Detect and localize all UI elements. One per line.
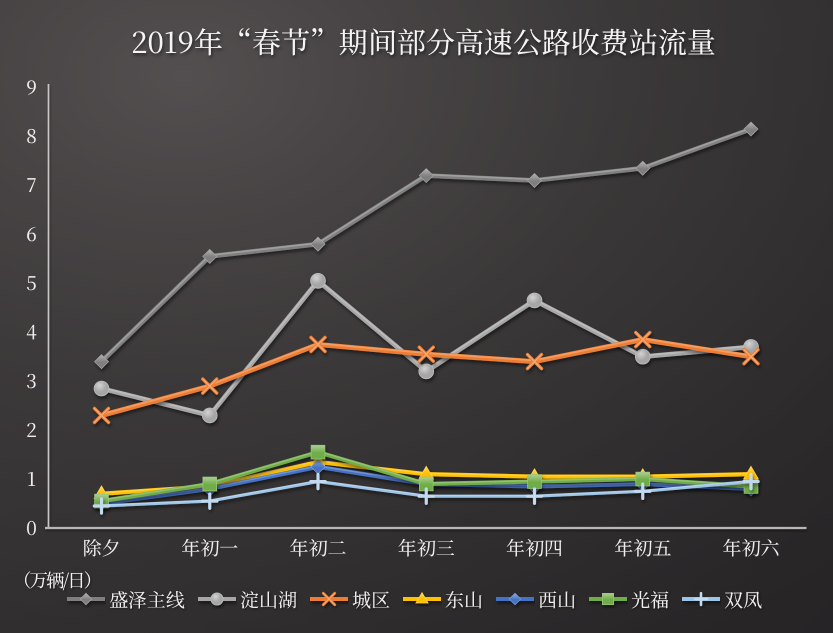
legend-label: 西山 <box>538 585 577 613</box>
legend-marker-plus <box>682 591 721 607</box>
legend-marker-diamond <box>67 592 105 606</box>
axes <box>45 84 807 530</box>
y-tick-label: 9 <box>26 73 37 100</box>
x-tick-label: 除夕 <box>82 534 120 561</box>
legend-marker-diamond <box>496 592 535 606</box>
y-tick-label: 5 <box>26 269 37 296</box>
series-circle <box>93 273 759 424</box>
legend-label: 淀山湖 <box>240 585 298 613</box>
y-tick-label: 1 <box>27 465 36 492</box>
y-axis-unit-label: （万辆/日） <box>13 567 102 593</box>
chart-title: 2019年“春节”期间部分高速公路收费站流量 <box>131 21 716 62</box>
legend-item: 淀山湖 <box>197 586 297 613</box>
chart-legend: 盛泽主线 淀山湖 城区 东山 西山 光福 双凤 <box>66 586 774 613</box>
y-tick-label: 4 <box>26 318 37 345</box>
legend-item: 西山 <box>495 586 576 613</box>
legend-label: 盛泽主线 <box>109 585 186 613</box>
legend-item: 盛泽主线 <box>66 586 185 613</box>
legend-label: 光福 <box>631 585 670 613</box>
legend-marker-x <box>310 591 349 607</box>
y-tick-label: 2 <box>26 416 37 443</box>
legend-marker-circle <box>198 592 237 606</box>
x-tick-label: 年初四 <box>506 534 563 561</box>
legend-marker-square <box>589 592 628 606</box>
legend-item: 城区 <box>309 586 390 613</box>
y-tick-label: 3 <box>26 367 37 394</box>
series-x <box>92 330 760 425</box>
y-tick-label: 8 <box>26 122 37 149</box>
x-tick-label: 年初五 <box>614 534 671 561</box>
legend-item: 双凤 <box>681 586 762 613</box>
y-tick-label: 6 <box>26 220 37 247</box>
legend-item: 光福 <box>588 586 669 613</box>
legend-label: 东山 <box>445 585 484 613</box>
legend-label: 双凤 <box>724 585 763 613</box>
legend-marker-triangle <box>403 591 442 604</box>
y-tick-label: 0 <box>26 514 37 541</box>
legend-label: 城区 <box>352 585 391 613</box>
x-tick-label: 年初六 <box>722 534 779 561</box>
series-diamond <box>94 121 759 370</box>
legend-item: 东山 <box>402 586 483 613</box>
y-tick-label: 7 <box>26 171 37 198</box>
x-tick-label: 年初一 <box>181 534 238 561</box>
x-tick-label: 年初三 <box>398 534 455 561</box>
series-plus <box>92 472 760 515</box>
x-tick-label: 年初二 <box>289 534 346 561</box>
